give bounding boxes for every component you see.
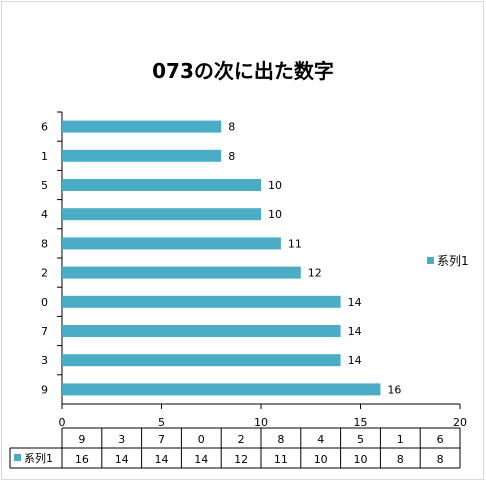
- bar-3: [62, 354, 341, 367]
- x-tick-label-20: 20: [453, 416, 467, 429]
- data-label-5: 10: [268, 179, 282, 192]
- table-header-1: 1: [397, 433, 404, 446]
- data-label-8: 11: [288, 237, 302, 250]
- table-header-4: 4: [317, 433, 324, 446]
- table-value-0: 14: [194, 453, 208, 466]
- table-header-7: 7: [158, 433, 165, 446]
- bar-6: [62, 120, 222, 133]
- table-header-0: 0: [198, 433, 205, 446]
- y-tick-label-0: 0: [41, 296, 48, 309]
- data-label-3: 14: [348, 354, 362, 367]
- y-tick-label-3: 3: [41, 354, 48, 367]
- bar-8: [62, 237, 281, 250]
- table-value-5: 10: [354, 453, 368, 466]
- bar-4: [62, 208, 261, 221]
- table-value-4: 10: [314, 453, 328, 466]
- table-header-9: 9: [78, 433, 85, 446]
- table-header-8: 8: [277, 433, 284, 446]
- chart-title: 073の次に出た数字: [152, 59, 334, 83]
- legend-label: 系列1: [437, 254, 469, 268]
- table-value-8: 11: [274, 453, 288, 466]
- x-tick-label-0: 0: [59, 416, 66, 429]
- table-value-9: 16: [75, 453, 89, 466]
- y-tick-label-1: 1: [41, 150, 48, 163]
- bar-0: [62, 295, 341, 308]
- data-label-4: 10: [268, 208, 282, 221]
- data-label-1: 8: [228, 150, 235, 163]
- y-tick-label-4: 4: [41, 208, 48, 221]
- bar-2: [62, 266, 301, 279]
- x-tick-label-5: 5: [158, 416, 165, 429]
- data-label-0: 14: [348, 296, 362, 309]
- table-header-6: 6: [437, 433, 444, 446]
- data-label-7: 14: [348, 325, 362, 338]
- table-value-7: 14: [155, 453, 169, 466]
- y-tick-label-5: 5: [41, 179, 48, 192]
- y-tick-label-7: 7: [41, 325, 48, 338]
- data-label-6: 8: [228, 121, 235, 134]
- table-header-2: 2: [238, 433, 245, 446]
- bar-9: [62, 383, 381, 396]
- data-label-9: 16: [387, 383, 401, 396]
- data-label-2: 12: [308, 267, 322, 280]
- table-value-6: 8: [437, 453, 444, 466]
- legend-swatch: [427, 257, 434, 264]
- x-tick-label-10: 10: [254, 416, 268, 429]
- bar-7: [62, 325, 341, 337]
- y-tick-label-8: 8: [41, 237, 48, 250]
- table-header-5: 5: [357, 433, 364, 446]
- y-tick-label-6: 6: [41, 121, 48, 134]
- table-legend-swatch: [14, 454, 21, 461]
- bar-5: [62, 179, 261, 191]
- table-row-label: 系列1: [24, 451, 53, 465]
- table-header-3: 3: [118, 433, 125, 446]
- bar-1: [62, 149, 222, 162]
- table-value-1: 8: [397, 453, 404, 466]
- y-tick-label-9: 9: [41, 383, 48, 396]
- table-value-3: 14: [115, 453, 129, 466]
- x-tick-label-15: 15: [354, 416, 368, 429]
- y-tick-label-2: 2: [41, 267, 48, 280]
- table-value-2: 12: [234, 453, 248, 466]
